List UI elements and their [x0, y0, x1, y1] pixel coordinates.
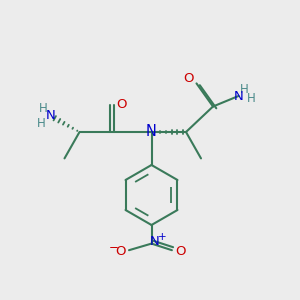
Text: N: N: [46, 109, 56, 122]
Text: −: −: [109, 241, 118, 254]
Text: H: H: [37, 116, 46, 130]
Text: H: H: [39, 101, 48, 115]
Text: N: N: [150, 235, 160, 248]
Text: O: O: [184, 71, 194, 85]
Text: O: O: [116, 98, 127, 112]
Text: O: O: [115, 245, 125, 258]
Text: H: H: [247, 92, 256, 106]
Text: N: N: [146, 124, 157, 140]
Text: O: O: [176, 245, 186, 258]
Text: +: +: [158, 232, 166, 242]
Text: N: N: [234, 90, 244, 103]
Text: H: H: [240, 83, 249, 96]
